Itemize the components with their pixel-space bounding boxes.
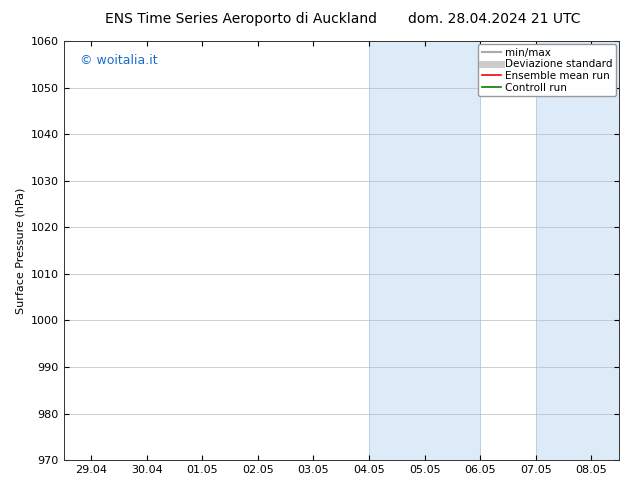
Bar [536,41,619,460]
Y-axis label: Surface Pressure (hPa): Surface Pressure (hPa) [15,187,25,314]
Text: dom. 28.04.2024 21 UTC: dom. 28.04.2024 21 UTC [408,12,581,26]
Text: ENS Time Series Aeroporto di Auckland: ENS Time Series Aeroporto di Auckland [105,12,377,26]
Bar [369,41,480,460]
Text: © woitalia.it: © woitalia.it [81,53,158,67]
Legend: min/max, Deviazione standard, Ensemble mean run, Controll run: min/max, Deviazione standard, Ensemble m… [478,44,616,96]
